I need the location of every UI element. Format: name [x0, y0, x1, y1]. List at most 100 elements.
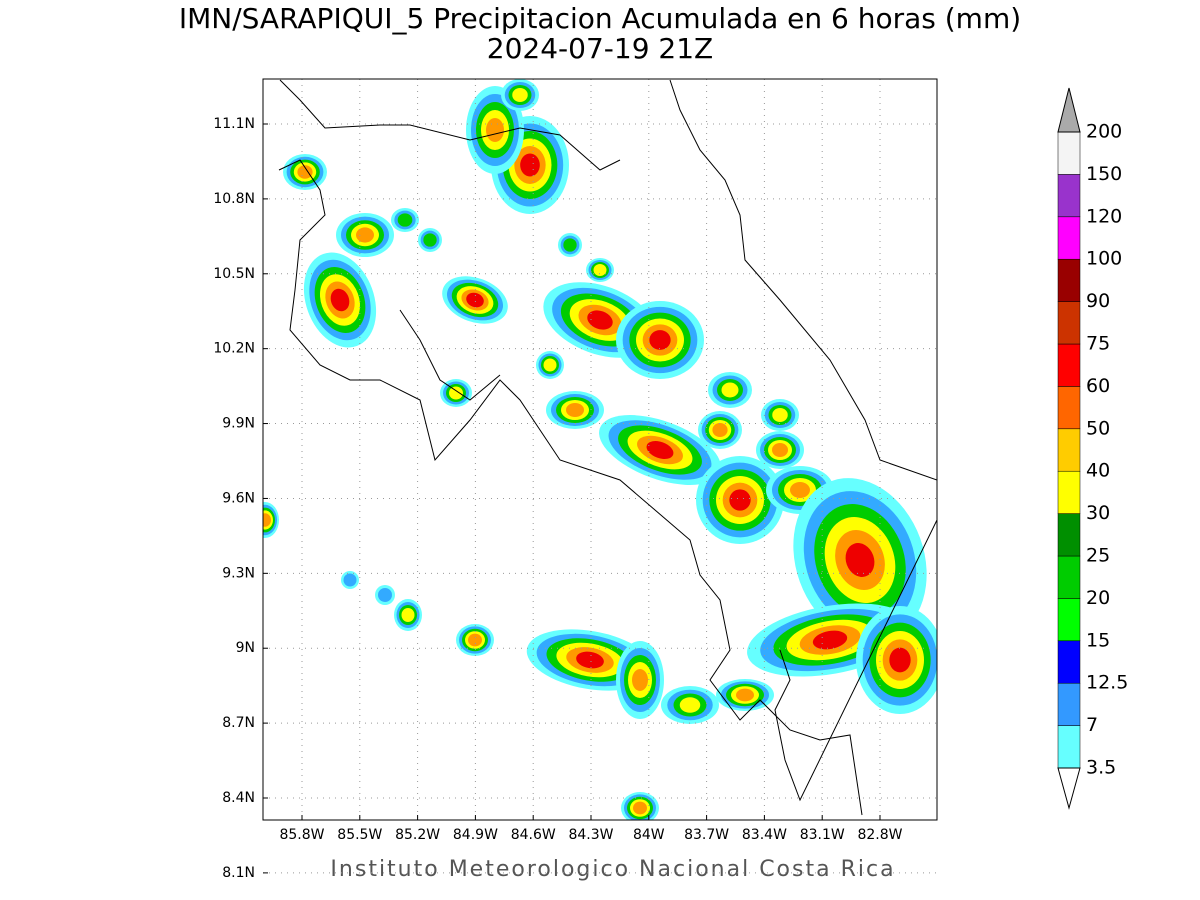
colorbar-label: 40 — [1086, 460, 1110, 482]
pacific-coast — [278, 159, 863, 816]
lat-tick-label: 9N — [236, 640, 255, 656]
lon-tick-label: 85.8W — [279, 827, 324, 843]
precip-blob — [633, 801, 647, 815]
colorbar-label: 3.5 — [1086, 757, 1116, 779]
lon-tick-label: 83.4W — [742, 827, 787, 843]
colorbar-under — [1057, 767, 1081, 810]
colorbar-cell — [1057, 216, 1081, 260]
lat-tick-label: 8.7N — [222, 715, 255, 731]
colorbar-cell — [1057, 598, 1081, 642]
colorbar-label: 20 — [1086, 587, 1110, 609]
colorbar-label: 200 — [1086, 121, 1122, 143]
gulf-coast — [399, 309, 501, 401]
lat-tick-label: 11.1N — [213, 116, 255, 132]
subtitle: 2024-07-19 21Z — [487, 32, 713, 65]
colorbar-cell — [1057, 343, 1081, 387]
precip-blob — [343, 573, 357, 587]
colorbar-cell — [1057, 725, 1081, 769]
precip-blob — [566, 403, 584, 417]
precip-blob — [378, 588, 392, 602]
lon-tick-label: 85.5W — [337, 827, 382, 843]
colorbar-label: 150 — [1086, 163, 1122, 185]
colorbar-label: 15 — [1086, 629, 1110, 651]
precip-blob — [449, 386, 463, 400]
colorbar-cell — [1057, 174, 1081, 218]
precip-blob — [423, 233, 437, 247]
colorbar-cell — [1057, 555, 1081, 599]
colorbar-label: 30 — [1086, 502, 1110, 524]
colorbar-label: 7 — [1086, 714, 1098, 736]
precip-blob — [593, 264, 607, 276]
precip-blob — [587, 310, 613, 330]
precip-blob — [845, 543, 875, 577]
lon-tick-label: 84.3W — [568, 827, 613, 843]
precip-field — [263, 79, 937, 820]
precip-blob — [679, 697, 701, 713]
colorbar-cell — [1057, 258, 1081, 302]
precip-blob — [812, 630, 848, 650]
lat-tick-label: 10.8N — [213, 191, 255, 207]
precip-blob — [520, 153, 540, 177]
colorbar-label: 60 — [1086, 375, 1110, 397]
lon-tick-label: 82.8W — [857, 827, 902, 843]
precip-blob — [563, 238, 577, 252]
lat-tick-label: 8.1N — [222, 865, 255, 881]
precip-blob — [632, 669, 648, 691]
precip-blob — [468, 633, 482, 647]
colorbar-label: 100 — [1086, 248, 1122, 270]
colorbar-over — [1057, 87, 1081, 133]
colorbar: 3.5 7 12.5 15 20 25 30 40 50 60 75 90 100 120 150 200 — [1057, 87, 1128, 810]
precip-blob — [543, 358, 557, 372]
map-frame — [262, 78, 938, 821]
colorbar-label: 50 — [1086, 417, 1110, 439]
colorbar-cell — [1057, 513, 1081, 557]
caribbean-coast — [669, 79, 937, 481]
precip-blob — [772, 443, 788, 457]
precip-blob — [512, 88, 528, 102]
lat-tick-label: 8.4N — [222, 790, 255, 806]
precip-blob — [330, 288, 350, 312]
lat-tick-label: 9.3N — [222, 565, 255, 581]
precip-blob — [466, 292, 484, 308]
colorbar-cell — [1057, 301, 1081, 345]
precip-blob — [729, 489, 751, 511]
colorbar-cell — [1057, 470, 1081, 514]
precip-blob — [712, 423, 728, 437]
lon-tick-label: 84.9W — [453, 827, 498, 843]
precip-blob — [397, 213, 413, 227]
footer: Instituto Meteorologico Nacional Costa R… — [330, 857, 895, 882]
precip-blob — [356, 227, 374, 243]
lat-tick-label: 9.9N — [222, 416, 255, 432]
lon-tick-label: 83.7W — [684, 827, 729, 843]
lon-tick-label: 84W — [633, 827, 665, 843]
lat-tick-label: 9.6N — [222, 490, 255, 506]
title: IMN/SARAPIQUI_5 Precipitacion Acumulada … — [179, 2, 1021, 35]
precip-blob — [646, 440, 674, 460]
precip-blob — [790, 482, 810, 498]
colorbar-cell — [1057, 640, 1081, 684]
precip-blob — [401, 608, 415, 622]
precip-blob — [736, 688, 754, 702]
colorbar-cell — [1057, 428, 1081, 472]
coastlines — [278, 79, 937, 816]
precip-blob — [486, 118, 504, 142]
precip-blob — [576, 651, 604, 669]
colorbar-label: 25 — [1086, 545, 1110, 567]
lat-tick-label: 10.5N — [213, 266, 255, 282]
lat-tick-label: 10.2N — [213, 341, 255, 357]
precip-blob — [772, 408, 788, 422]
lon-tick-label: 83.1W — [800, 827, 845, 843]
colorbar-label: 90 — [1086, 290, 1110, 312]
colorbar-cell — [1057, 131, 1081, 175]
colorbar-cell — [1057, 386, 1081, 430]
southern-border — [774, 519, 937, 802]
precip-blob — [649, 330, 671, 350]
lon-tick-label: 85.2W — [395, 827, 440, 843]
precip-blob — [297, 165, 313, 179]
precip-blob — [721, 382, 739, 398]
precip-blob — [889, 647, 911, 673]
grid: 11.1N 10.8N 10.5N 10.2N 9.9N 9.6N 9.3N 9N 8.7N 8.… — [213, 79, 937, 881]
colorbar-label: 12.5 — [1086, 672, 1128, 694]
colorbar-label: 120 — [1086, 205, 1122, 227]
lon-tick-label: 84.6W — [511, 827, 556, 843]
